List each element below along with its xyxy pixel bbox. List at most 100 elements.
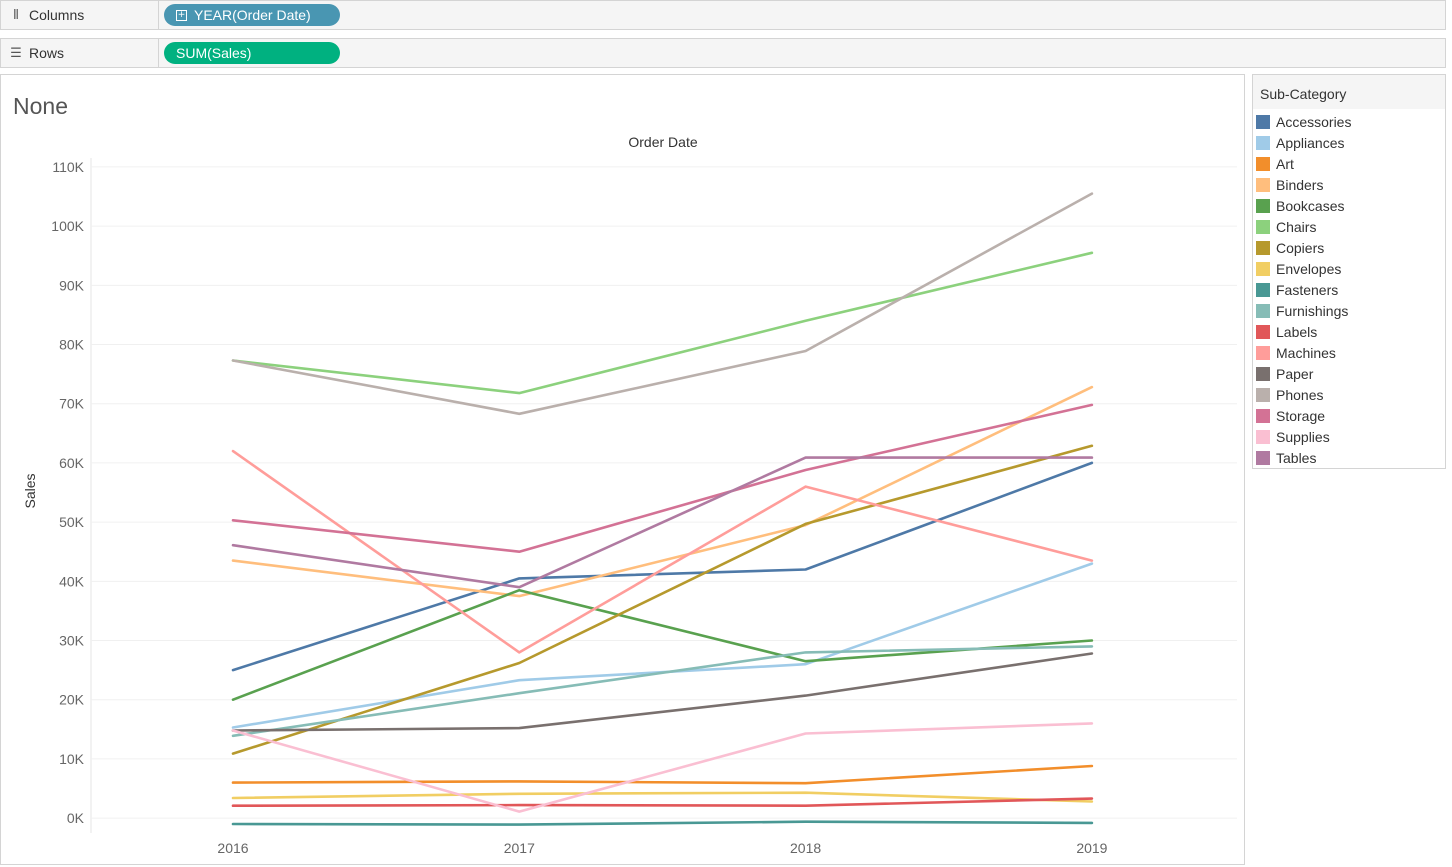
legend-swatch [1256,387,1270,402]
legend-item-chairs[interactable]: Chairs [1256,216,1316,237]
legend-item-art[interactable]: Art [1256,153,1294,174]
line-chart: Order Date Sales 0K 10K 20K 30K 40K 50K 60K 70K… [22,134,1237,856]
series-line-copiers[interactable] [231,444,1094,755]
legend-item-bookcases[interactable]: Bookcases [1256,195,1344,216]
legend-label: Binders [1276,176,1324,193]
legend-swatch [1256,177,1270,192]
y-tick-label: 50K [59,514,85,530]
series-line-fasteners[interactable] [231,820,1094,826]
legend-swatch [1256,324,1270,339]
series-line-machines[interactable] [231,449,1094,654]
legend-swatch [1256,240,1270,255]
legend-label: Copiers [1276,239,1325,256]
y-tick-label: 80K [59,337,85,353]
legend-label: Supplies [1276,428,1330,445]
legend-label: Fasteners [1276,281,1339,298]
expand-icon[interactable]: + [176,9,187,21]
x-tick-label: 2019 [1076,840,1107,856]
series-line-tables[interactable] [231,456,1094,589]
year-order-date-pill[interactable]: + YEAR(Order Date) [164,4,340,26]
legend-swatch [1256,282,1270,297]
rows-shelf-label: Rows [29,45,65,61]
rows-shelf: ☰ Rows SUM(Sales) [0,38,1446,68]
x-tick-label: 2018 [790,840,821,856]
legend-label: Appliances [1276,134,1345,151]
legend-item-paper[interactable]: Paper [1256,363,1313,384]
chart-view: None Order Date Sales 0K 10K 20K 30K 40K 50K 6… [0,74,1245,865]
legend-item-fasteners[interactable]: Fasteners [1256,279,1338,300]
column-header: Order Date [628,134,697,150]
y-axis: 0K 10K 20K 30K 40K 50K 60K 70K 80K 90K 100K 110K [51,159,84,826]
legend-item-tables[interactable]: Tables [1256,447,1316,468]
sheet-title: None [13,93,68,119]
y-tick-label: 90K [59,277,85,293]
y-tick-label: 70K [59,396,85,412]
legend-label: Chairs [1276,218,1317,235]
y-tick-label: 110K [52,159,84,175]
legend-swatch [1256,135,1270,150]
legend-swatch [1256,261,1270,276]
legend-item-machines[interactable]: Machines [1256,342,1336,363]
y-tick-label: 60K [59,455,85,471]
legend-label: Machines [1276,344,1336,361]
y-tick-label: 0K [67,810,85,826]
series-lines [231,192,1094,826]
legend-item-envelopes[interactable]: Envelopes [1256,258,1341,279]
legend-swatch [1256,303,1270,318]
legend-swatch [1256,429,1270,444]
legend-item-phones[interactable]: Phones [1256,384,1323,405]
y-axis-label: Sales [22,473,38,508]
series-line-phones[interactable] [231,192,1094,416]
y-tick-label: 100K [51,218,84,234]
columns-shelf: ⫴ Columns + YEAR(Order Date) [0,0,1446,30]
legend-swatch [1256,219,1270,234]
rows-pill-label: SUM(Sales) [176,45,252,61]
legend-item-storage[interactable]: Storage [1256,405,1325,426]
y-tick-label: 10K [59,751,85,767]
y-tick-label: 20K [59,692,85,708]
legend-item-binders[interactable]: Binders [1256,174,1323,195]
legend-label: Tables [1276,449,1317,466]
legend-label: Accessories [1276,113,1352,130]
legend-label: Art [1276,155,1294,172]
legend-label: Furnishings [1276,302,1349,319]
series-line-binders[interactable] [231,385,1094,598]
columns-pill-label: YEAR(Order Date) [194,7,311,23]
legend-label: Phones [1276,386,1324,403]
series-line-art[interactable] [231,764,1094,785]
legend-label: Envelopes [1276,260,1342,277]
legend-swatch [1256,408,1270,423]
legend-label: Labels [1276,323,1318,340]
y-tick-label: 30K [59,633,85,649]
columns-icon: ⫴ [13,7,19,23]
series-line-chairs[interactable] [231,251,1094,395]
series-line-storage[interactable] [231,403,1094,554]
legend-item-appliances[interactable]: Appliances [1256,132,1345,153]
legend-swatch [1256,450,1270,465]
series-line-furnishings[interactable] [231,645,1094,738]
legend-item-labels[interactable]: Labels [1256,321,1317,342]
series-line-labels[interactable] [231,797,1094,808]
legend-item-supplies[interactable]: Supplies [1256,426,1330,447]
gridlines [90,158,1237,833]
series-line-bookcases[interactable] [231,588,1094,702]
sum-sales-pill[interactable]: SUM(Sales) [164,42,340,64]
x-tick-label: 2017 [504,840,535,856]
x-axis: 2016 2017 2018 2019 [217,840,1107,856]
legend-label: Bookcases [1276,197,1345,214]
series-line-accessories[interactable] [231,461,1094,672]
series-line-supplies[interactable] [231,722,1094,813]
series-line-envelopes[interactable] [231,791,1094,803]
legend-item-furnishings[interactable]: Furnishings [1256,300,1348,321]
series-line-paper[interactable] [231,652,1094,732]
legend-item-copiers[interactable]: Copiers [1256,237,1324,258]
columns-shelf-label-area: ⫴ Columns [1,1,159,29]
y-tick-label: 40K [59,573,85,589]
legend-swatch [1256,156,1270,171]
legend-swatch [1256,366,1270,381]
legend-item-accessories[interactable]: Accessories [1256,111,1351,132]
series-line-appliances[interactable] [231,562,1094,729]
legend-swatch [1256,345,1270,360]
legend-swatch [1256,198,1270,213]
columns-shelf-label: Columns [29,7,85,23]
